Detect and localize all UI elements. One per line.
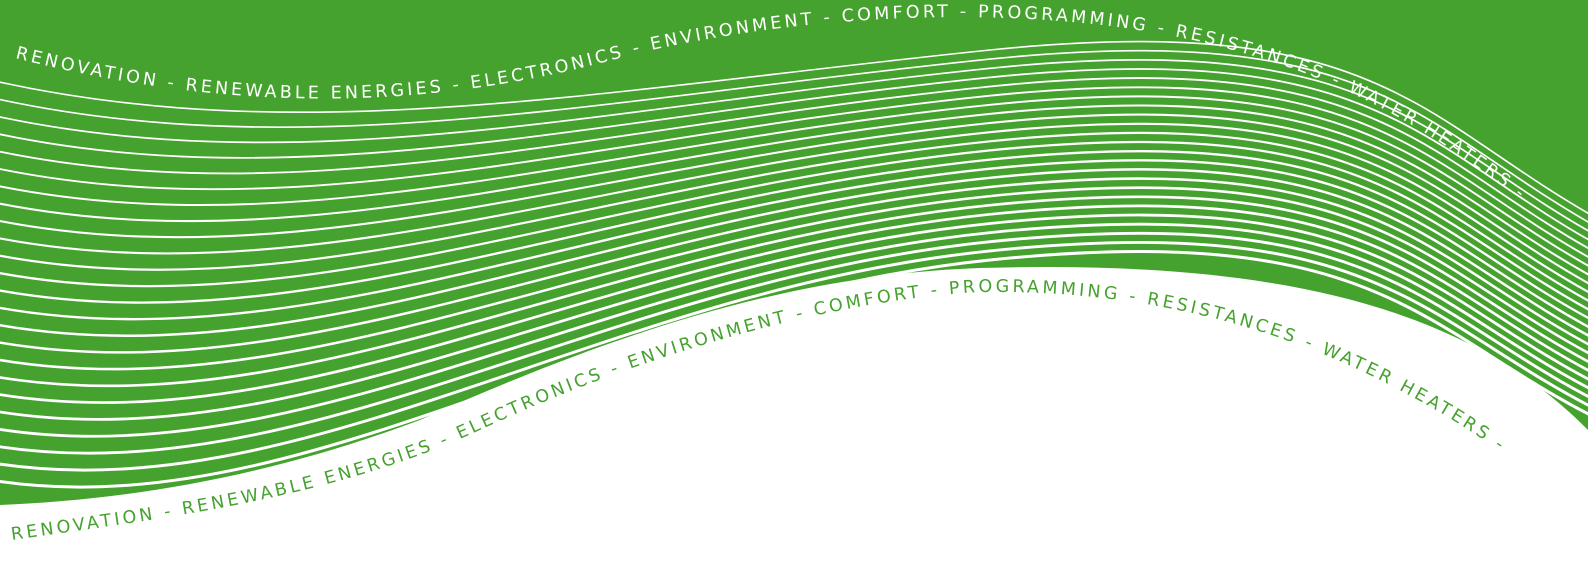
wave-line xyxy=(0,213,1588,421)
white-wave-lines xyxy=(0,40,1588,489)
wave-line xyxy=(0,68,1588,241)
wave-line xyxy=(0,231,1588,455)
wave-line xyxy=(0,159,1588,328)
wave-line xyxy=(0,49,1588,223)
wave-line xyxy=(0,59,1588,232)
wave-line xyxy=(0,40,1588,215)
wave-line xyxy=(0,222,1588,438)
wave-line xyxy=(0,186,1588,371)
wave-line xyxy=(0,104,1588,276)
wave-line xyxy=(0,122,1588,293)
wave-line xyxy=(0,195,1588,388)
wave-line xyxy=(0,113,1588,285)
wave-line xyxy=(0,86,1588,258)
wave-line xyxy=(0,95,1588,267)
wave-line xyxy=(0,204,1588,404)
wave-line xyxy=(0,77,1588,250)
wave-line xyxy=(0,168,1588,337)
wave-line xyxy=(0,131,1588,302)
wave-line xyxy=(0,240,1588,472)
wave-line xyxy=(0,149,1588,320)
wave-line xyxy=(0,177,1588,354)
green-background xyxy=(0,0,1588,505)
wave-line xyxy=(0,140,1588,311)
wave-line xyxy=(0,250,1588,489)
